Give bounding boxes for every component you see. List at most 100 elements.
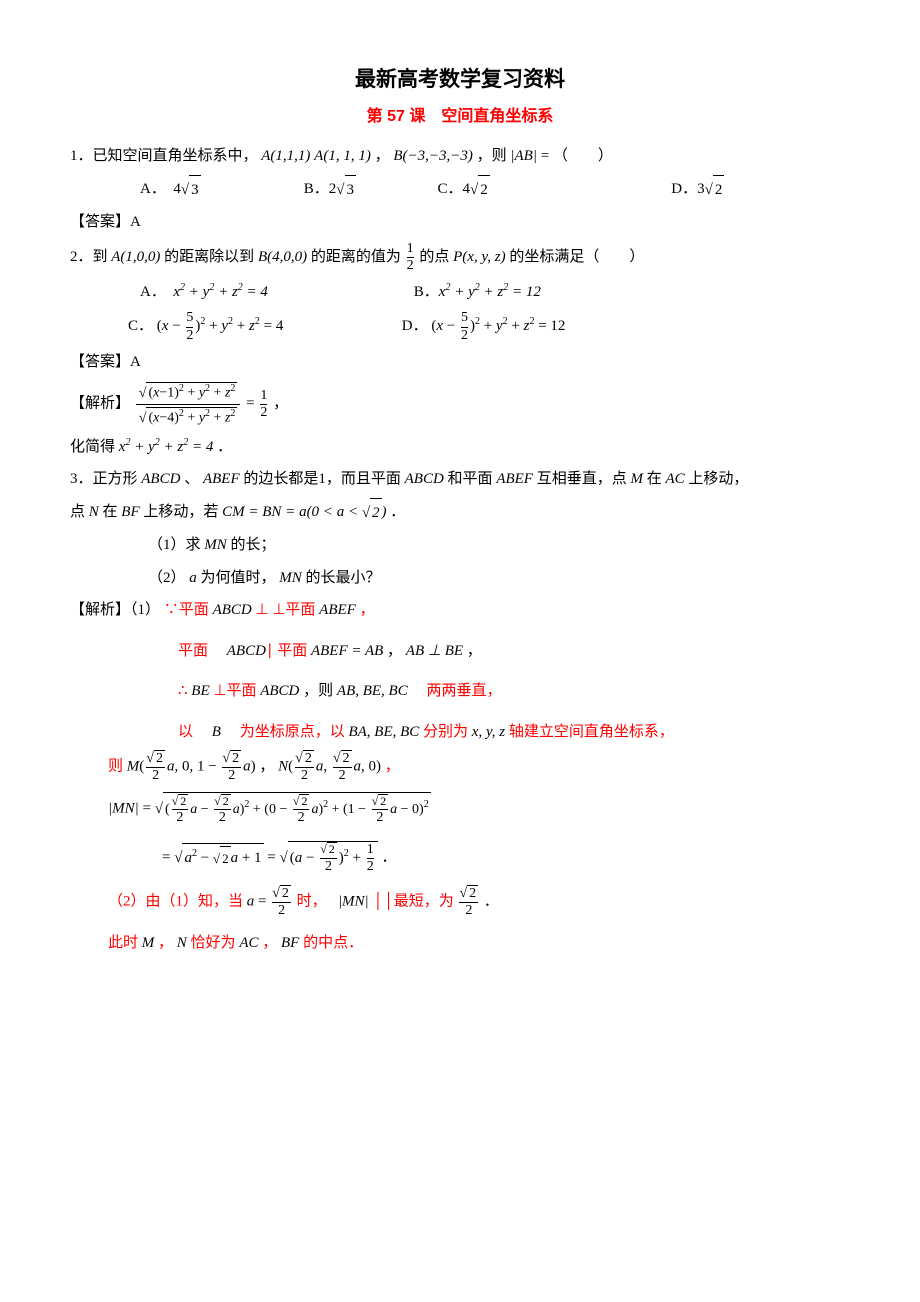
q3-1e: 在 bbox=[647, 471, 662, 487]
q3-s3c: 平面 bbox=[226, 683, 256, 699]
q3-bf: BF bbox=[121, 504, 139, 520]
q3-sol-8: （2）由（1）知，当 a = 22 时， |MN| ││最短，为 22 ． bbox=[70, 885, 850, 919]
q3-s1b: 平面 bbox=[179, 602, 209, 618]
q3-p1b: 的长； bbox=[231, 537, 276, 553]
q3-s9d: ， bbox=[262, 935, 277, 951]
q1-oa-l: A． bbox=[140, 181, 158, 197]
q2-simplify: 化简得 x2 + y2 + z2 = 4 ． bbox=[70, 433, 850, 462]
q3-s9a: 此时 bbox=[108, 935, 138, 951]
q3-s4e: x, y, z bbox=[472, 724, 505, 740]
q3-stem-2: 点 N 在 BF 上移动，若 CM = BN = a(0 < a < 2) ． bbox=[70, 498, 850, 528]
q2-ex-rn: 1 bbox=[260, 388, 267, 404]
q1-answer: 【答案】A bbox=[70, 208, 850, 237]
q3-exl: 【解析】 bbox=[70, 602, 130, 618]
q2-m1: 的距离除以到 bbox=[164, 249, 254, 265]
q2-ex-eq: = bbox=[246, 396, 258, 412]
q3-s7e: ． bbox=[382, 849, 397, 865]
q3-abcd3: ABCD bbox=[213, 602, 252, 618]
q3-m2: M bbox=[142, 935, 155, 951]
q3-s4a: 以 bbox=[178, 724, 208, 740]
q2-od-d: 2 bbox=[461, 327, 468, 344]
q1-stem: 1．已知空间直角坐标系中， A(1,1,1) A(1, 1, 1) ， B(−3… bbox=[70, 142, 850, 171]
q1-mid: ， bbox=[375, 148, 390, 164]
q2-ob-l: B． bbox=[414, 284, 439, 300]
q3-2d: ． bbox=[390, 504, 405, 520]
q3-s3f: 两两垂直， bbox=[411, 683, 501, 699]
q1-mod: |AB| bbox=[510, 148, 537, 164]
q2-a: A(1,0,0) bbox=[111, 249, 160, 265]
q1-b: B(−3,−3,−3) bbox=[393, 148, 473, 164]
q2-od-l: D． bbox=[402, 319, 428, 335]
q2-b: B(4,0,0) bbox=[258, 249, 307, 265]
q3-2a: 点 bbox=[70, 504, 85, 520]
q3-s1: 、 bbox=[184, 471, 199, 487]
q3-s8d: 最短，为 bbox=[394, 893, 454, 909]
q3-s8mn: |MN| bbox=[338, 893, 369, 909]
q2-m2: 的距离的值为 bbox=[311, 249, 401, 265]
q3-p1: （1）求 bbox=[148, 537, 201, 553]
q3-mn2: MN bbox=[279, 570, 302, 586]
q3-sol-7: = a2 − 2a + 1 = (a − 22)2 + 12 ． bbox=[70, 841, 850, 875]
q2-od-n: 5 bbox=[461, 310, 468, 326]
q2-options-1: A． x2 + y2 + z2 = 4 B．x2 + y2 + z2 = 12 bbox=[70, 278, 850, 307]
q2-ex-l: 【解析】 bbox=[70, 396, 130, 412]
q3-n: N bbox=[89, 504, 99, 520]
q2-hn: 1 bbox=[407, 241, 414, 257]
q3-a: a bbox=[189, 570, 197, 586]
q2-explain: 【解析】 (x−1)2 + y2 + z2 (x−4)2 + y2 + z2 =… bbox=[70, 380, 850, 429]
q3-s9c: 恰好为 bbox=[191, 935, 236, 951]
q3-ac2: AC bbox=[239, 935, 258, 951]
q2-ex-rd: 2 bbox=[260, 404, 267, 421]
q3-sol-2: 平面 ABCD∣ 平面 ABEF = AB ， AB ⊥ BE ， bbox=[70, 637, 850, 666]
q3-bc: ∵ bbox=[164, 602, 179, 618]
q3-sol-1: 【解析】（1） ∵平面 ABCD ⊥ ⊥平面 ABEF ， bbox=[70, 596, 850, 625]
q2-options-2: C． (x − 52)2 + y2 + z2 = 4 D． (x − 52)2 … bbox=[70, 310, 850, 343]
q3-sol-5: 则 M(22a, 0, 1 − 22a) ， N(22a, 22a, 0) ， bbox=[70, 750, 850, 784]
q1-eq: = （ ） bbox=[541, 148, 613, 164]
q3-stem-1: 3．正方形 ABCD 、 ABEF 的边长都是1，而且平面 ABCD 和平面 A… bbox=[70, 465, 850, 494]
q1-a1: A(1,1,1) bbox=[261, 148, 310, 164]
q3-abcd5: ABCD bbox=[260, 683, 299, 699]
q3-part2: （2） a 为何值时， MN 的长最小？ bbox=[70, 564, 850, 593]
q3-abcd: ABCD bbox=[141, 471, 180, 487]
q2-ex-frac: (x−1)2 + y2 + z2 (x−4)2 + y2 + z2 bbox=[136, 380, 241, 429]
q3-1c: 和平面 bbox=[448, 471, 493, 487]
q1-ob-l: B． bbox=[304, 181, 329, 197]
q3-s3e: AB, BE, BC bbox=[337, 683, 408, 699]
q3-part1: （1）求 MN 的长； bbox=[70, 531, 850, 560]
q3-n2: N bbox=[177, 935, 187, 951]
q3-1f: 上移动， bbox=[688, 471, 748, 487]
q2-stem: 2．到 A(1,0,0) 的距离除以到 B(4,0,0) 的距离的值为 12 的… bbox=[70, 241, 850, 274]
sub-title: 第 57 课 空间直角坐标系 bbox=[70, 102, 850, 132]
q3-abef3: ABEF bbox=[319, 602, 356, 618]
q3-ac: AC bbox=[666, 471, 685, 487]
q3-s5a: 则 bbox=[108, 759, 123, 775]
q3-bf2: BF bbox=[281, 935, 299, 951]
q3-p2a: （2） bbox=[148, 570, 186, 586]
q3-s9b: ， bbox=[158, 935, 173, 951]
q2-oa-l: A． bbox=[140, 284, 158, 300]
q1-ans-l: 【答案】 bbox=[70, 214, 130, 230]
q2-oc-n: 5 bbox=[186, 310, 193, 326]
q2-sp: 化简得 bbox=[70, 439, 115, 455]
q2-spo: ． bbox=[217, 439, 232, 455]
q2-oc-l: C． bbox=[128, 319, 153, 335]
q1-ans: A bbox=[130, 214, 141, 230]
q3-s4c: BA, BE, BC bbox=[348, 724, 419, 740]
q3-cap: ∣ bbox=[266, 643, 274, 659]
q3-s5c: ， bbox=[385, 759, 400, 775]
q3-abcd2: ABCD bbox=[405, 471, 444, 487]
q1-pre: 1．已知空间直角坐标系中， bbox=[70, 148, 258, 164]
q3-s2eq: ABEF = AB bbox=[311, 643, 383, 659]
q3-s2a: 平面 bbox=[178, 643, 223, 659]
q3-s2e: ， bbox=[467, 643, 482, 659]
q3-s1a: （1） bbox=[130, 602, 160, 618]
q2-pre: 2．到 bbox=[70, 249, 108, 265]
main-title: 最新高考数学复习资料 bbox=[70, 60, 850, 100]
q3-s2c: ， bbox=[387, 643, 402, 659]
q3-pp2: ⊥ bbox=[272, 602, 285, 618]
q1-oc-l: C． bbox=[438, 181, 463, 197]
q3-abef: ABEF bbox=[203, 471, 240, 487]
q3-s2b: 平面 bbox=[277, 643, 307, 659]
q3-s2d: AB ⊥ BE bbox=[406, 643, 463, 659]
